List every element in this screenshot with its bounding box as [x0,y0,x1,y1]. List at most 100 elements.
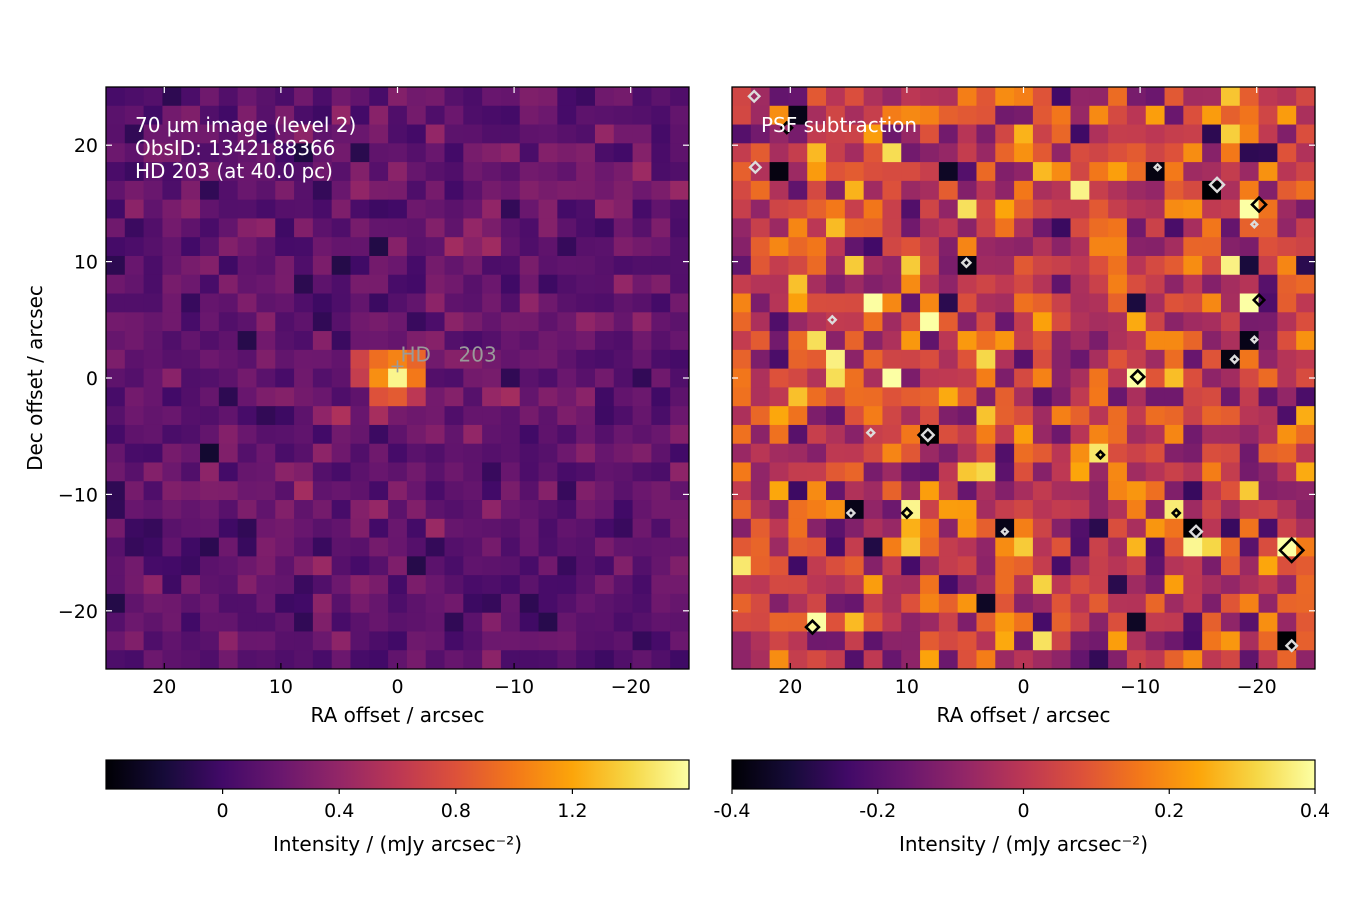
heatmap-cell [425,406,446,426]
heatmap-cell [143,537,164,557]
heatmap-cell [350,443,370,464]
heatmap-cell [1089,556,1109,576]
heatmap-cell [519,481,540,501]
heatmap-cell [237,293,258,313]
heatmap-cell [670,593,689,614]
heatmap-cell [106,312,126,332]
colorbar-tick-label: 0.4 [324,800,354,822]
heatmap-cell [294,199,314,220]
heatmap-cell [557,293,577,313]
heatmap-cell [670,237,689,257]
heatmap-cell [1126,143,1147,163]
heatmap-cell [1032,593,1053,614]
heatmap-cell [1296,593,1315,614]
heatmap-cell [1014,87,1034,107]
heatmap-cell [312,218,333,238]
heatmap-cell [844,237,865,257]
heatmap-cell [807,162,827,182]
heatmap-cell [576,575,596,595]
heatmap-cell [1032,255,1053,276]
heatmap-cell [500,424,521,445]
heatmap-cell [920,593,940,614]
heatmap-cell [482,443,502,464]
heatmap-cell [651,537,671,557]
heatmap-cell [1145,443,1166,464]
heatmap-cell [1014,650,1034,669]
heatmap-cell [1051,650,1072,669]
heatmap-cell [732,124,752,144]
x-tick-label: 20 [152,676,176,698]
heatmap-cell [162,312,182,332]
annotation-line: 70 µm image (level 2) [135,113,356,137]
heatmap-cell [519,462,540,482]
heatmap-cell [181,537,201,557]
heatmap-cell [807,199,827,220]
heatmap-cell [406,368,427,388]
heatmap-cell [1108,105,1128,126]
heatmap-cell [388,462,408,482]
heatmap-cell [651,293,671,313]
heatmap-cell [1108,237,1128,257]
heatmap-cell [218,518,239,539]
heatmap-cell [1296,87,1315,107]
heatmap-cell [143,180,164,201]
heatmap-cell [1220,518,1241,539]
heatmap-cell [369,87,389,107]
heatmap-cell [1183,162,1203,182]
heatmap-cell [519,424,540,445]
heatmap-cell [882,481,902,501]
heatmap-cell [1032,162,1053,182]
heatmap-cell [162,293,182,313]
heatmap-cell [976,331,996,351]
heatmap-cell [312,87,333,107]
heatmap-cell [807,237,827,257]
heatmap-cell [388,537,408,557]
heatmap-cell [1164,518,1184,539]
heatmap-cell [976,424,996,445]
heatmap-cell [143,424,164,445]
heatmap-cell [807,274,827,295]
heatmap-cell [444,537,464,557]
heatmap-cell [463,331,483,351]
heatmap-cell [788,162,808,182]
heatmap-cell [1108,424,1128,445]
heatmap-cell [294,87,314,107]
heatmap-cell [237,124,258,144]
heatmap-cell [425,500,446,520]
heatmap-cell [331,274,352,295]
heatmap-cell [124,631,145,651]
heatmap-cell [294,368,314,388]
heatmap-cell [632,255,652,276]
heatmap-cell [388,481,408,501]
heatmap-cell [519,218,540,238]
heatmap-cell [1089,575,1109,595]
heatmap-cell [651,424,671,445]
heatmap-cell [826,255,846,276]
heatmap-cell [237,237,258,257]
heatmap-cell [500,443,521,464]
heatmap-cell [124,556,145,576]
heatmap-cell [425,462,446,482]
heatmap-cell [1070,556,1090,576]
heatmap-cell [218,593,239,614]
heatmap-cell [1032,237,1053,257]
heatmap-cell [1145,387,1166,407]
heatmap-cell [200,443,220,464]
heatmap-cell [670,612,689,633]
heatmap-cell [1239,87,1260,107]
heatmap-cell [369,349,389,370]
heatmap-cell [350,518,370,539]
heatmap-cell [388,162,408,182]
heatmap-cell [500,406,521,426]
heatmap-cell [826,331,846,351]
heatmap-cell [863,481,884,501]
heatmap-cell [594,237,615,257]
heatmap-cell [294,237,314,257]
heatmap-cell [938,462,959,482]
heatmap-cell [143,331,164,351]
heatmap-cell [388,631,408,651]
heatmap-cell [1220,87,1241,107]
x-tick-label: −10 [494,676,534,698]
heatmap-cell [882,387,902,407]
heatmap-cell [1220,593,1241,614]
